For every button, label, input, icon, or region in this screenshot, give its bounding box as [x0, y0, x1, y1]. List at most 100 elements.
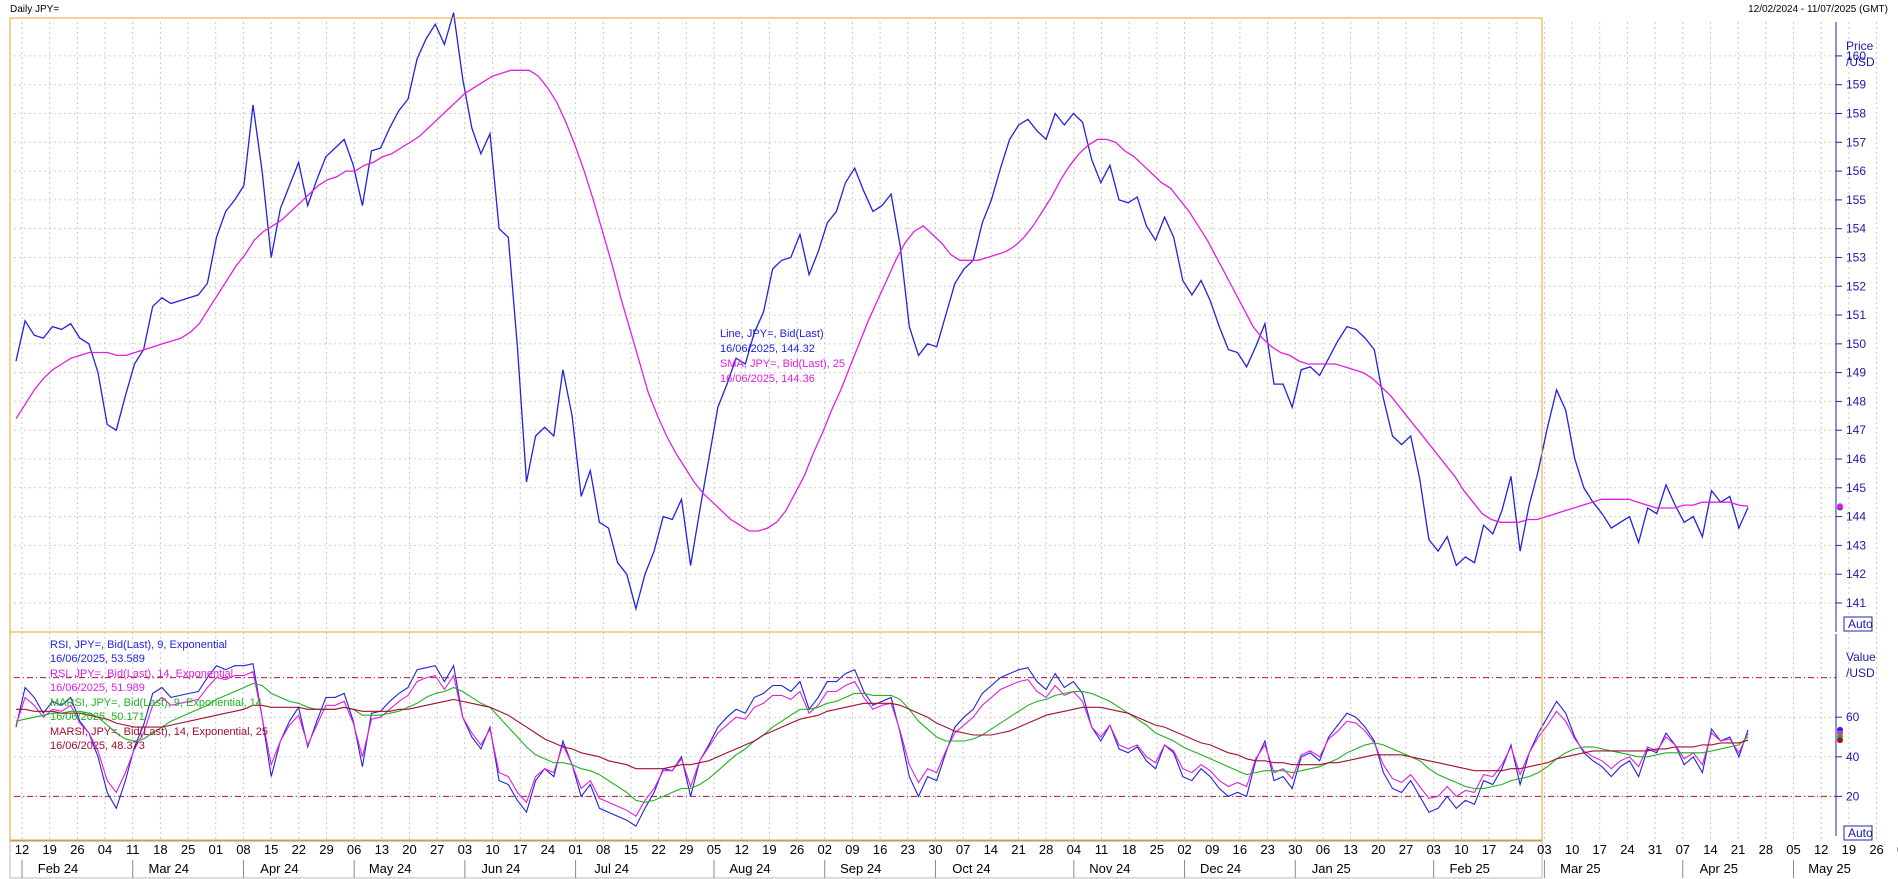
- indicator-tick-label: 60: [1846, 710, 1860, 724]
- series-line-0[interactable]: [15, 12, 1749, 612]
- legend-rsi14-name: RSI, JPY=, Bid(Last), 14, Exponential: [50, 668, 233, 680]
- month-label: Aug 24: [729, 861, 770, 876]
- price-tick-label: 143: [1846, 538, 1866, 552]
- price-tick-label: 153: [1846, 250, 1866, 264]
- indicator-legend: RSI, JPY=, Bid(Last), 9, Exponential 16/…: [50, 639, 268, 752]
- month-label: Jul 24: [594, 861, 629, 876]
- price-tick-label: 141: [1846, 596, 1866, 610]
- day-tick-label: 16: [1233, 842, 1247, 857]
- day-tick-label: 19: [762, 842, 776, 857]
- legend-line-name: Line, JPY=, Bid(Last): [720, 328, 824, 340]
- day-tick-label: 16: [873, 842, 887, 857]
- day-tick-label: 24: [1620, 842, 1634, 857]
- day-tick-label: 26: [70, 842, 84, 857]
- price-auto-button[interactable]: [1843, 616, 1873, 632]
- day-tick-label: 14: [1703, 842, 1717, 857]
- series-line-1[interactable]: [15, 69, 1749, 532]
- chart-title: Daily JPY=: [10, 4, 60, 15]
- day-tick-label: 12: [734, 842, 748, 857]
- day-tick-label: 11: [126, 842, 140, 857]
- day-tick-label: 28: [1759, 842, 1773, 857]
- legend-sma-value: 16/06/2025, 144.36: [720, 373, 815, 385]
- day-tick-label: 15: [624, 842, 638, 857]
- legend-marsi14-name: MARSI, JPY=, Bid(Last), 14, Exponential,…: [50, 726, 268, 738]
- day-tick-label: 06: [347, 842, 361, 857]
- day-tick-label: 20: [402, 842, 416, 857]
- day-tick-label: 29: [679, 842, 693, 857]
- day-tick-label: 12: [1814, 842, 1828, 857]
- indicator-tick-label: 40: [1846, 750, 1860, 764]
- month-label: Apr 25: [1700, 861, 1738, 876]
- price-tick-label: 151: [1846, 308, 1866, 322]
- series-line-2[interactable]: [15, 663, 1749, 827]
- day-tick-label: 14: [984, 842, 998, 857]
- day-tick-label: 27: [430, 842, 444, 857]
- day-tick-label: 25: [181, 842, 195, 857]
- day-tick-label: 09: [1205, 842, 1219, 857]
- day-tick-label: 01: [209, 842, 223, 857]
- day-tick-label: 03: [1426, 842, 1440, 857]
- day-tick-label: 07: [1676, 842, 1690, 857]
- day-tick-label: 29: [319, 842, 333, 857]
- month-label: Jun 24: [481, 861, 520, 876]
- day-tick-label: 06: [1316, 842, 1330, 857]
- day-tick-label: 02: [817, 842, 831, 857]
- day-tick-label: 26: [1869, 842, 1883, 857]
- price-tick-label: 146: [1846, 452, 1866, 466]
- series-line-4[interactable]: [15, 682, 1749, 803]
- price-tick-label: 154: [1846, 222, 1866, 236]
- month-label: Dec 24: [1200, 861, 1241, 876]
- series-line-5[interactable]: [16, 698, 1749, 772]
- indicator-tick-label: 20: [1846, 789, 1860, 803]
- month-label: Feb 25: [1449, 861, 1489, 876]
- day-tick-label: 27: [1399, 842, 1413, 857]
- day-tick-label: 26: [790, 842, 804, 857]
- price-tick-label: 160: [1846, 49, 1866, 63]
- day-tick-label: 17: [1482, 842, 1496, 857]
- indicator-panel[interactable]: [9, 631, 1543, 841]
- price-axis-title: Price: [1846, 39, 1874, 53]
- day-tick-label: 13: [1343, 842, 1357, 857]
- price-tick-label: 159: [1846, 78, 1866, 92]
- day-tick-label: 20: [1371, 842, 1385, 857]
- day-tick-label: 08: [596, 842, 610, 857]
- day-tick-label: 18: [1122, 842, 1136, 857]
- legend-rsi14-value: 16/06/2025, 51.989: [50, 682, 145, 694]
- legend-line-value: 16/06/2025, 144.32: [720, 343, 815, 355]
- day-tick-label: 10: [1565, 842, 1579, 857]
- day-tick-label: 24: [1509, 842, 1523, 857]
- day-tick-label: 19: [1842, 842, 1856, 857]
- month-label: Feb 24: [38, 861, 78, 876]
- day-tick-label: 23: [1260, 842, 1274, 857]
- indicator-auto-button[interactable]: [1843, 825, 1873, 841]
- legend-marsi9-name: MARSI, JPY=, Bid(Last), 9, Exponential, …: [50, 697, 262, 709]
- day-tick-label: 18: [153, 842, 167, 857]
- month-label: Sep 24: [840, 861, 881, 876]
- day-tick-label: 10: [485, 842, 499, 857]
- month-label: Jan 25: [1312, 861, 1351, 876]
- price-tick-label: 157: [1846, 135, 1866, 149]
- day-tick-label: 01: [568, 842, 582, 857]
- series-last-marker: [1837, 737, 1843, 744]
- indicator-axis-unit: /USD: [1846, 666, 1875, 680]
- indicator-auto-label[interactable]: Auto: [1848, 826, 1873, 840]
- price-tick-label: 147: [1846, 423, 1866, 437]
- day-tick-label: 05: [707, 842, 721, 857]
- month-label: Oct 24: [952, 861, 990, 876]
- day-tick-label: 30: [1288, 842, 1302, 857]
- legend-rsi9-name: RSI, JPY=, Bid(Last), 9, Exponential: [50, 639, 227, 651]
- price-auto-label[interactable]: Auto: [1848, 617, 1873, 631]
- month-label: Apr 24: [260, 861, 298, 876]
- price-tick-label: 158: [1846, 106, 1866, 120]
- day-tick-label: 12: [15, 842, 29, 857]
- price-tick-label: 145: [1846, 481, 1866, 495]
- day-tick-label: 08: [236, 842, 250, 857]
- day-tick-label: 25: [1150, 842, 1164, 857]
- month-label: May 24: [369, 861, 412, 876]
- series-line-3[interactable]: [15, 670, 1749, 817]
- day-tick-label: 24: [541, 842, 555, 857]
- price-panel[interactable]: [9, 17, 1543, 633]
- day-tick-label: 22: [651, 842, 665, 857]
- price-tick-label: 142: [1846, 567, 1866, 581]
